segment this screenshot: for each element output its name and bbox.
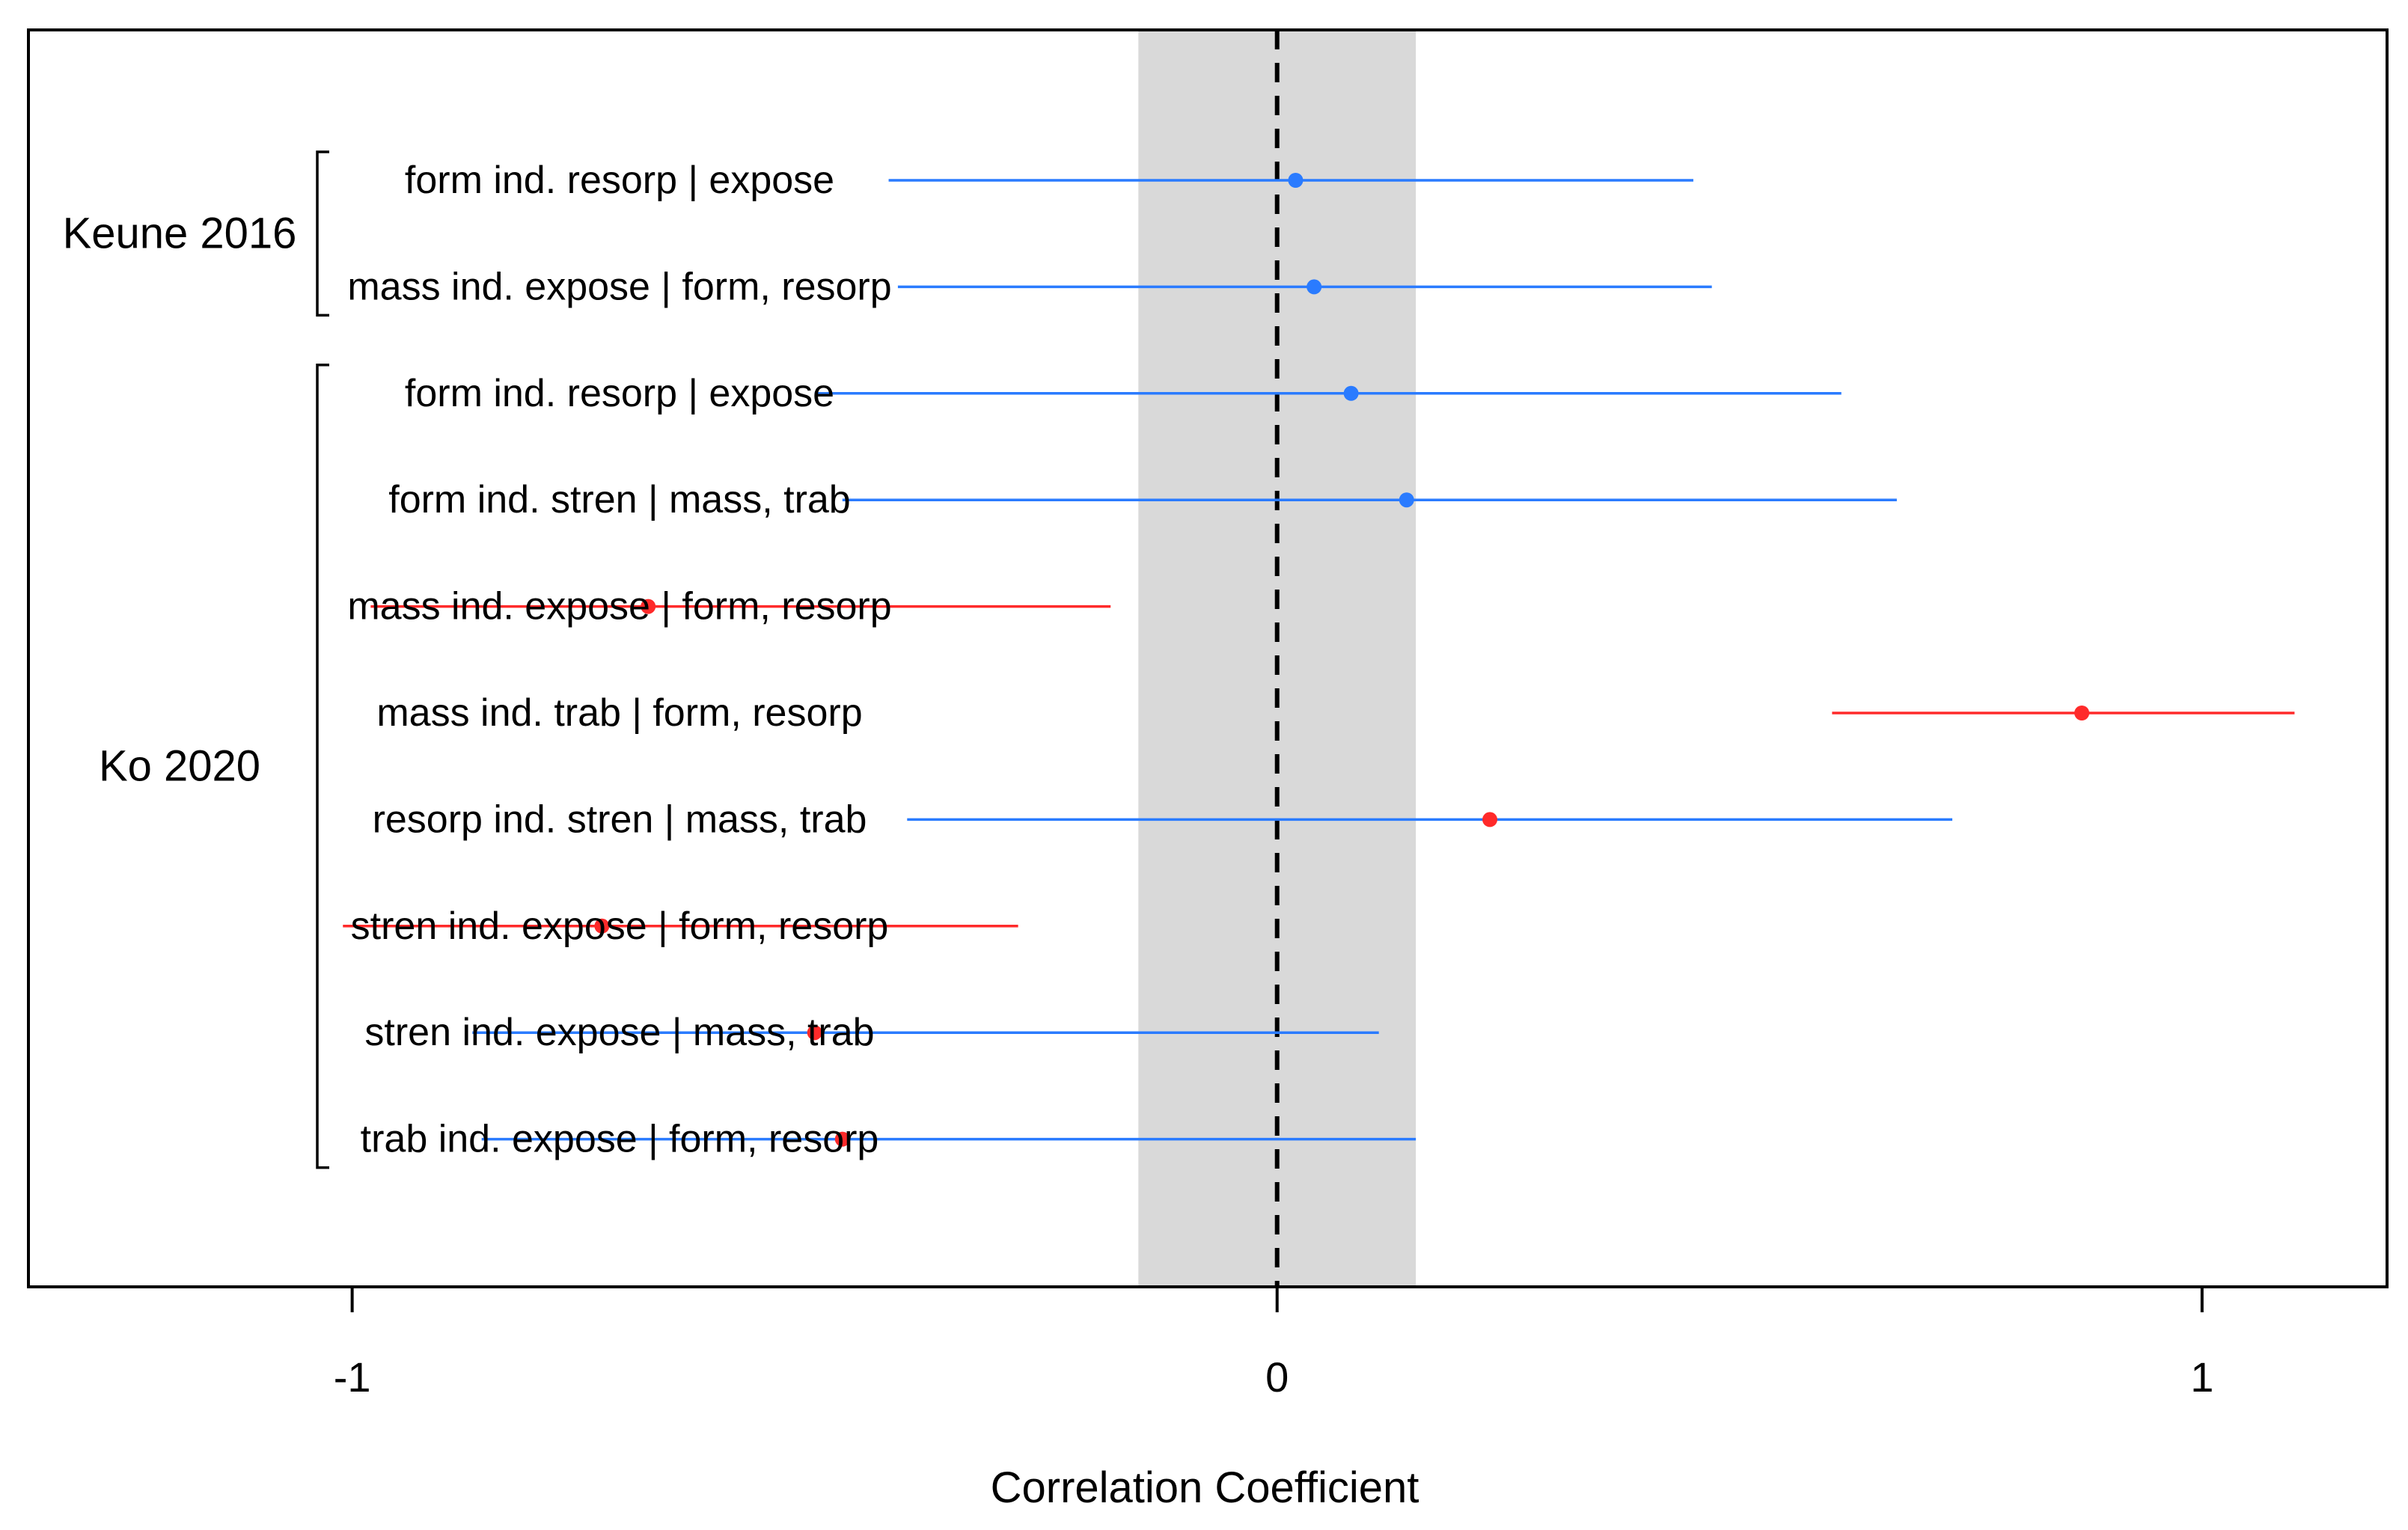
row-label: trab ind. expose | form, resorp xyxy=(361,1118,879,1161)
row-label: form ind. resorp | expose xyxy=(405,372,834,415)
x-tick-label: 1 xyxy=(2190,1353,2213,1401)
estimate-point xyxy=(1288,173,1304,188)
row-label: form ind. stren | mass, trab xyxy=(388,478,850,521)
row-label: mass ind. trab | form, resorp xyxy=(376,691,862,735)
row-label: stren ind. expose | mass, trab xyxy=(364,1011,874,1054)
x-tick-label: -1 xyxy=(334,1353,371,1401)
estimate-point xyxy=(1343,385,1359,401)
group-bracket xyxy=(316,150,329,317)
estimate-point xyxy=(1399,492,1414,508)
estimate-point xyxy=(594,918,610,934)
plot-frame xyxy=(27,28,2389,1288)
row-label: mass ind. expose | form, resorp xyxy=(347,585,891,628)
estimate-point xyxy=(1307,279,1322,295)
estimate-point xyxy=(2074,706,2090,720)
row-label: resorp ind. stren | mass, trab xyxy=(373,798,867,841)
estimate-point xyxy=(807,1025,822,1041)
group-bracket xyxy=(316,364,329,1169)
row-label: mass ind. expose | form, resorp xyxy=(347,265,891,308)
estimate-point xyxy=(641,599,656,614)
row-label: stren ind. expose | form, resorp xyxy=(351,905,889,948)
x-tick-label: 0 xyxy=(1265,1353,1289,1401)
group-label: Ko 2020 xyxy=(99,742,260,791)
estimate-point xyxy=(834,1131,850,1147)
estimate-point xyxy=(1482,812,1498,827)
group-label: Keune 2016 xyxy=(63,209,297,258)
x-axis-label: Correlation Coefficient xyxy=(991,1463,1420,1512)
row-label: form ind. resorp | expose xyxy=(405,159,834,202)
